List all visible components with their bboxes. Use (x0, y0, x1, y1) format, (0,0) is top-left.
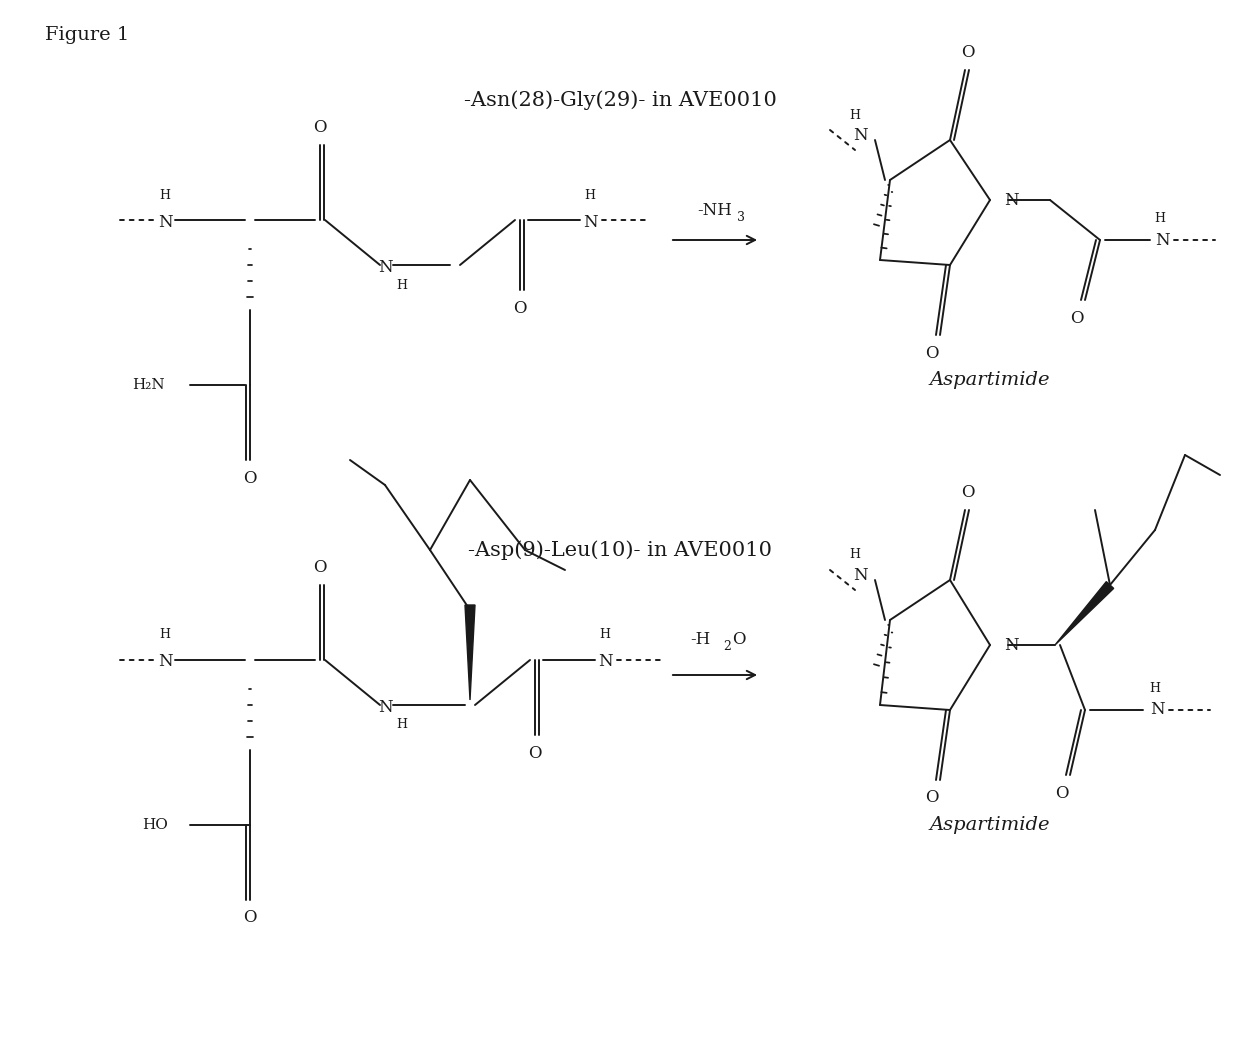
Text: N: N (853, 567, 867, 583)
Text: N: N (853, 127, 867, 144)
Text: O: O (528, 745, 542, 761)
Text: H: H (584, 188, 595, 202)
Text: O: O (314, 119, 327, 135)
Text: HO: HO (143, 818, 167, 832)
Text: H: H (160, 188, 171, 202)
Text: O: O (732, 631, 745, 649)
Text: -Asp(9)-Leu(10)- in AVE0010: -Asp(9)-Leu(10)- in AVE0010 (467, 540, 773, 560)
Text: O: O (1070, 310, 1084, 327)
Text: N: N (583, 213, 598, 231)
Text: -Asn(28)-Gly(29)- in AVE0010: -Asn(28)-Gly(29)- in AVE0010 (464, 90, 776, 110)
Text: O: O (513, 300, 527, 316)
Text: H: H (849, 108, 861, 122)
Text: Figure 1: Figure 1 (45, 26, 129, 44)
Text: N: N (157, 213, 172, 231)
Text: O: O (243, 910, 257, 927)
Text: H: H (1149, 681, 1161, 695)
Text: Aspartimide: Aspartimide (930, 371, 1050, 389)
Text: N: N (1004, 191, 1018, 208)
Text: H: H (397, 279, 408, 291)
Text: H: H (599, 628, 610, 642)
Text: N: N (1004, 636, 1018, 653)
Text: -H: -H (689, 631, 711, 649)
Text: H: H (1154, 211, 1166, 225)
Text: H: H (397, 719, 408, 731)
Text: 2: 2 (723, 641, 730, 653)
Text: 3: 3 (737, 210, 745, 224)
Text: H: H (849, 548, 861, 562)
Text: O: O (961, 484, 975, 500)
Text: O: O (925, 344, 939, 362)
Text: O: O (243, 469, 257, 487)
Text: O: O (314, 558, 327, 575)
Polygon shape (465, 605, 475, 700)
Text: N: N (157, 653, 172, 671)
Text: H: H (160, 628, 171, 642)
Text: N: N (378, 699, 392, 716)
Text: -NH: -NH (698, 202, 733, 218)
Text: N: N (378, 259, 392, 276)
Text: N: N (1154, 232, 1169, 249)
Text: O: O (925, 789, 939, 806)
Text: O: O (1055, 784, 1069, 802)
Text: N: N (1149, 702, 1164, 719)
Text: N: N (598, 653, 613, 671)
Text: H₂N: H₂N (133, 378, 165, 392)
Text: Aspartimide: Aspartimide (930, 816, 1050, 834)
Text: O: O (961, 44, 975, 60)
Polygon shape (1055, 581, 1114, 645)
